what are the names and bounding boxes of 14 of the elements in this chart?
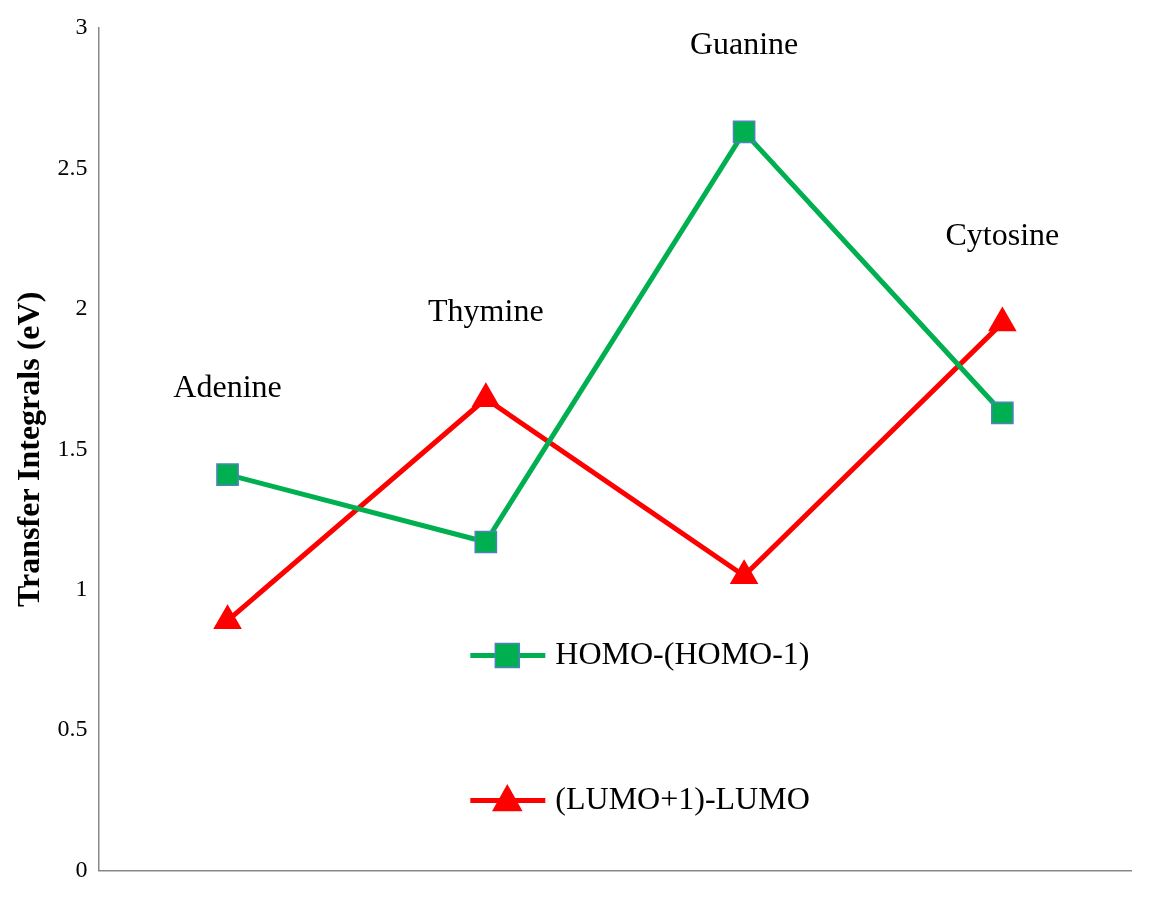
x-tick-label: Guanine: [689, 25, 799, 62]
y-tick-label: 2.5: [57, 153, 88, 180]
y-tick-label: 2: [75, 294, 88, 321]
y-tick-label: 1: [75, 575, 88, 602]
y-tick-label: 0: [75, 855, 88, 882]
y-tick-label: 1.5: [57, 434, 88, 461]
x-tick-label: Thymine: [428, 292, 544, 329]
x-tick-label: Adenine: [173, 367, 282, 404]
legend-label: (LUMO+1)-LUMO: [555, 780, 810, 817]
legend-label: HOMO-(HOMO-1): [555, 635, 810, 672]
y-axis-title: Transfer Integrals (eV): [10, 291, 47, 607]
y-tick-label: 3: [75, 13, 88, 40]
y-tick-label: 0.5: [57, 715, 88, 742]
x-tick-label: Cytosine: [945, 216, 1060, 253]
